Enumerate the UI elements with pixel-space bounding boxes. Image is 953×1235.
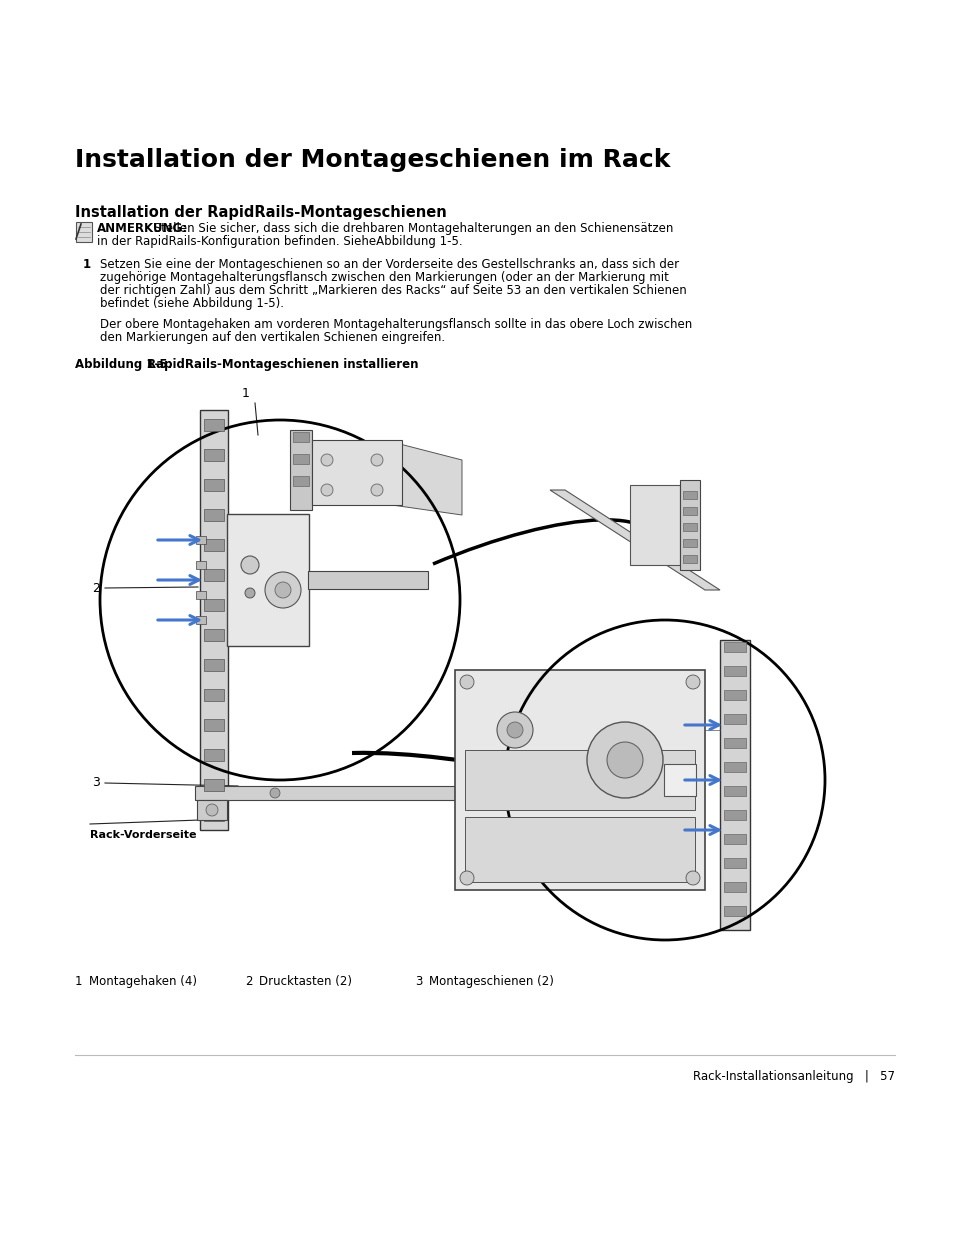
Text: Abbildung 1-5.: Abbildung 1-5. bbox=[75, 358, 172, 370]
Text: Montageschienen (2): Montageschienen (2) bbox=[429, 974, 554, 988]
Circle shape bbox=[206, 804, 218, 816]
Bar bbox=[204, 689, 224, 701]
Circle shape bbox=[371, 484, 382, 496]
Circle shape bbox=[265, 572, 301, 608]
Bar bbox=[723, 882, 745, 892]
Bar bbox=[723, 858, 745, 868]
Bar bbox=[76, 222, 91, 242]
Bar bbox=[682, 492, 697, 499]
Bar bbox=[195, 561, 206, 569]
Bar bbox=[464, 818, 695, 882]
Text: Installation der RapidRails-Montageschienen: Installation der RapidRails-Montageschie… bbox=[75, 205, 446, 220]
Bar bbox=[204, 569, 224, 580]
Bar bbox=[682, 508, 697, 515]
Circle shape bbox=[506, 722, 522, 739]
Bar bbox=[723, 785, 745, 797]
Bar bbox=[464, 750, 695, 810]
Bar bbox=[204, 479, 224, 492]
Bar bbox=[723, 714, 745, 724]
Circle shape bbox=[320, 454, 333, 466]
Bar bbox=[194, 785, 455, 800]
Text: Stellen Sie sicher, dass sich die drehbaren Montagehalterungen an den Schienensä: Stellen Sie sicher, dass sich die drehba… bbox=[150, 222, 673, 235]
Circle shape bbox=[274, 582, 291, 598]
Text: den Markierungen auf den vertikalen Schienen eingreifen.: den Markierungen auf den vertikalen Schi… bbox=[100, 331, 445, 345]
Circle shape bbox=[685, 871, 700, 885]
Text: Setzen Sie eine der Montageschienen so an der Vorderseite des Gestellschranks an: Setzen Sie eine der Montageschienen so a… bbox=[100, 258, 679, 270]
Text: Installation der Montageschienen im Rack: Installation der Montageschienen im Rack bbox=[75, 148, 670, 172]
Bar bbox=[312, 440, 401, 505]
Text: Der obere Montagehaken am vorderen Montagehalterungsflansch sollte in das obere : Der obere Montagehaken am vorderen Monta… bbox=[100, 317, 692, 331]
Bar bbox=[293, 475, 309, 487]
Bar bbox=[308, 571, 428, 589]
Circle shape bbox=[459, 871, 474, 885]
Bar bbox=[723, 810, 745, 820]
Polygon shape bbox=[550, 490, 720, 590]
Bar bbox=[682, 555, 697, 563]
Bar bbox=[723, 666, 745, 676]
Text: Drucktasten (2): Drucktasten (2) bbox=[258, 974, 352, 988]
Circle shape bbox=[606, 742, 642, 778]
Bar bbox=[682, 538, 697, 547]
Bar bbox=[723, 642, 745, 652]
Bar bbox=[195, 592, 206, 599]
Bar bbox=[195, 536, 206, 543]
Bar bbox=[679, 480, 700, 571]
Text: Rack-Vorderseite: Rack-Vorderseite bbox=[90, 830, 196, 840]
Bar bbox=[204, 659, 224, 671]
Bar bbox=[723, 762, 745, 772]
Text: ANMERKUNG:: ANMERKUNG: bbox=[97, 222, 188, 235]
Text: Rack-Installationsanleitung   |   57: Rack-Installationsanleitung | 57 bbox=[692, 1070, 894, 1083]
Circle shape bbox=[245, 588, 254, 598]
Circle shape bbox=[320, 484, 333, 496]
Text: 1: 1 bbox=[83, 258, 91, 270]
Polygon shape bbox=[392, 442, 461, 515]
FancyBboxPatch shape bbox=[663, 764, 696, 797]
Bar bbox=[682, 522, 697, 531]
Circle shape bbox=[270, 788, 280, 798]
Bar bbox=[204, 450, 224, 461]
Text: 2: 2 bbox=[245, 974, 253, 988]
Bar bbox=[720, 640, 749, 930]
Text: 3: 3 bbox=[92, 777, 100, 789]
Bar bbox=[204, 419, 224, 431]
Bar bbox=[629, 485, 679, 564]
Text: befindet (siehe Abbildung 1-5).: befindet (siehe Abbildung 1-5). bbox=[100, 296, 284, 310]
Bar bbox=[723, 739, 745, 748]
Bar bbox=[204, 719, 224, 731]
Bar bbox=[723, 834, 745, 844]
Bar bbox=[204, 809, 224, 821]
Text: 3: 3 bbox=[415, 974, 422, 988]
Circle shape bbox=[586, 722, 662, 798]
Text: Montagehaken (4): Montagehaken (4) bbox=[89, 974, 196, 988]
Bar bbox=[723, 690, 745, 700]
Bar bbox=[204, 509, 224, 521]
Text: der richtigen Zahl) aus dem Schritt „Markieren des Racks“ auf Seite 53 an den ve: der richtigen Zahl) aus dem Schritt „Mar… bbox=[100, 284, 686, 296]
Bar bbox=[290, 430, 312, 510]
Bar bbox=[204, 538, 224, 551]
Bar bbox=[723, 906, 745, 916]
Bar bbox=[455, 671, 704, 890]
Circle shape bbox=[459, 676, 474, 689]
Text: 1: 1 bbox=[242, 387, 250, 400]
Text: RapidRails-Montageschienen installieren: RapidRails-Montageschienen installieren bbox=[147, 358, 418, 370]
Bar bbox=[293, 454, 309, 464]
Text: in der RapidRails-Konfiguration befinden. SieheAbbildung 1-5.: in der RapidRails-Konfiguration befinden… bbox=[97, 235, 462, 248]
Text: 2: 2 bbox=[92, 582, 100, 594]
Circle shape bbox=[241, 556, 258, 574]
Bar bbox=[200, 410, 228, 830]
Circle shape bbox=[371, 454, 382, 466]
Circle shape bbox=[497, 713, 533, 748]
Bar bbox=[196, 800, 227, 820]
Bar bbox=[195, 616, 206, 624]
Text: zugehörige Montagehalterungsflansch zwischen den Markierungen (oder an der Marki: zugehörige Montagehalterungsflansch zwis… bbox=[100, 270, 668, 284]
Bar bbox=[204, 629, 224, 641]
Bar bbox=[293, 432, 309, 442]
Bar bbox=[204, 748, 224, 761]
FancyBboxPatch shape bbox=[227, 514, 309, 646]
Text: 1: 1 bbox=[75, 974, 82, 988]
Circle shape bbox=[685, 676, 700, 689]
Bar bbox=[204, 599, 224, 611]
Bar bbox=[204, 779, 224, 790]
